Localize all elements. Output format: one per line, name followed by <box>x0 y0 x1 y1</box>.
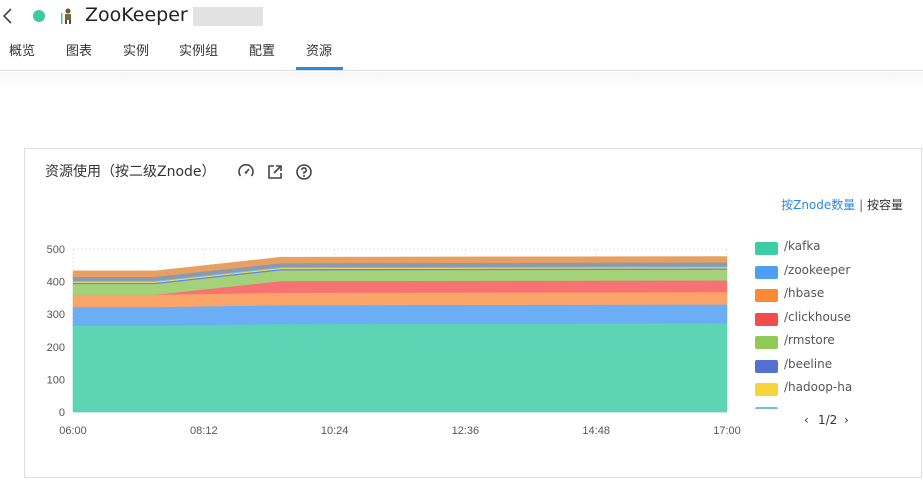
panel-title: 资源使用（按二级Znode） <box>45 164 216 180</box>
legend-item-hadoop-ha[interactable]: /hadoop-ha <box>753 380 903 404</box>
active-tab-indicator <box>296 67 343 70</box>
y-tick-label: 0 <box>59 407 65 419</box>
legend-next-icon[interactable]: › <box>844 413 849 427</box>
y-tick-label: 500 <box>47 244 65 256</box>
legend-swatch <box>755 336 778 349</box>
metric-switch: 按Znode数量 | 按容量 <box>781 196 903 213</box>
legend-item-partial[interactable] <box>753 404 903 409</box>
legend-swatch <box>755 383 778 396</box>
area-series-kafka <box>72 323 728 413</box>
area-series-zookeeper <box>72 304 728 326</box>
legend-prev-icon[interactable]: ‹ <box>804 413 809 427</box>
gauge-icon[interactable] <box>237 163 255 181</box>
stacked-area-chart: 0 100 200 300 400 500 06:00 08:12 10:24 12:36 14:4… <box>47 244 741 437</box>
legend-item-zookeeper[interactable]: /zookeeper <box>753 263 903 287</box>
page-title: ZooKeeper <box>85 4 188 26</box>
tab-instances[interactable]: 实例 <box>123 44 150 59</box>
tab-instance-groups[interactable]: 实例组 <box>179 44 219 59</box>
legend-label: /rmstore <box>784 333 835 347</box>
legend-swatch <box>755 289 778 302</box>
tab-config[interactable]: 配置 <box>249 44 276 59</box>
legend-item-beeline[interactable]: /beeline <box>753 357 903 381</box>
legend-label: /zookeeper <box>784 262 851 277</box>
tab-resources[interactable]: 资源 <box>306 44 333 59</box>
area-series-other3 <box>72 256 728 277</box>
y-tick-label: 200 <box>47 342 65 354</box>
help-icon[interactable] <box>295 163 313 181</box>
legend-item-hbase[interactable]: /hbase <box>753 286 903 310</box>
x-tick-label: 12:36 <box>452 425 480 437</box>
export-icon[interactable] <box>266 163 284 181</box>
tab-charts[interactable]: 图表 <box>66 44 93 59</box>
legend-item-rmstore[interactable]: /rmstore <box>753 333 903 357</box>
resource-usage-panel: 资源使用（按二级Znode） 按Znode数量 | 按容量 0 100 200 300… <box>24 148 922 478</box>
status-indicator <box>33 10 45 22</box>
legend-swatch <box>755 265 778 279</box>
legend-swatch <box>755 359 778 373</box>
legend-label: /beeline <box>784 356 833 371</box>
legend-item-clickhouse[interactable]: /clickhouse <box>753 310 903 334</box>
service-header: ZooKeeper 概览 图表 实例 实例组 配置 资源 <box>0 0 923 71</box>
tab-overview[interactable]: 概览 <box>9 44 36 59</box>
header-shadow <box>0 72 923 90</box>
switch-separator: | <box>859 198 864 212</box>
x-tick-label: 06:00 <box>59 425 87 437</box>
legend-label: /kafka <box>784 239 821 253</box>
x-tick-label: 14:48 <box>582 425 610 437</box>
legend-label: /hbase <box>784 286 825 300</box>
legend-swatch <box>755 312 778 326</box>
y-tick-label: 400 <box>47 277 65 289</box>
y-tick-label: 100 <box>47 374 65 386</box>
legend-item-kafka[interactable]: /kafka <box>753 239 903 263</box>
zookeeper-icon <box>61 8 71 24</box>
switch-znode-count[interactable]: 按Znode数量 <box>781 198 856 212</box>
legend-label: /hadoop-ha <box>784 380 853 394</box>
x-tick-label: 10:24 <box>321 425 349 437</box>
redacted-cluster-name <box>193 7 263 26</box>
back-arrow-icon[interactable] <box>2 6 16 26</box>
legend-swatch <box>755 242 778 255</box>
chart-legend: /kafka /zookeeper /hbase /clickhouse /rm… <box>753 239 903 409</box>
switch-capacity[interactable]: 按容量 <box>866 198 903 212</box>
legend-label: /clickhouse <box>784 309 852 324</box>
x-tick-label: 08:12 <box>190 425 218 437</box>
legend-swatch <box>755 406 778 409</box>
legend-page-indicator: 1/2 <box>818 413 838 427</box>
x-tick-label: 17:00 <box>713 425 741 437</box>
y-tick-label: 300 <box>47 309 65 321</box>
